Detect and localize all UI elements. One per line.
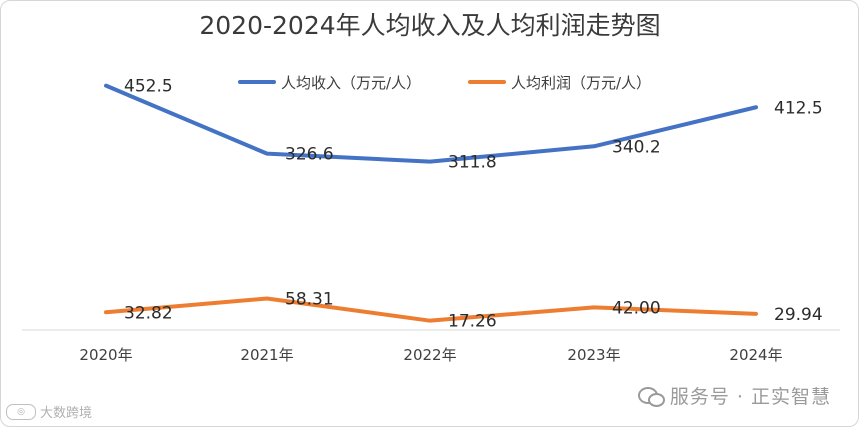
series-line-1 <box>104 296 758 323</box>
data-label: 42.00 <box>612 298 661 318</box>
chart-title: 2020-2024年人均收入及人均利润走势图 <box>199 11 660 40</box>
data-label: 412.5 <box>774 98 823 118</box>
series-line-0 <box>104 83 758 164</box>
legend-label-profit: 人均利润（万元/人） <box>511 74 651 92</box>
series-lines <box>104 83 758 323</box>
watermark-left-text: 大数跨境 <box>40 406 93 421</box>
data-label: 311.8 <box>448 153 497 173</box>
legend-label-income: 人均收入（万元/人） <box>281 74 421 92</box>
data-label: 452.5 <box>124 77 173 97</box>
wechat-icon <box>637 385 665 407</box>
legend: 人均收入（万元/人） 人均利润（万元/人） <box>238 74 651 92</box>
data-label: 32.82 <box>124 303 173 323</box>
x-tick-label: 2020年 <box>79 346 132 364</box>
x-tick-label: 2023年 <box>567 346 620 364</box>
x-tick-label: 2022年 <box>403 346 456 364</box>
data-labels: 452.5 326.6 311.8 340.2 412.5 32.82 58.31 17.26… <box>124 77 823 332</box>
data-label: 340.2 <box>612 137 661 157</box>
data-label: 326.6 <box>285 145 334 165</box>
logo-icon: ◎ <box>6 403 36 420</box>
x-tick-label: 2021年 <box>240 346 293 364</box>
x-axis-ticks: 2020年 2021年 2022年 2023年 2024年 <box>79 346 782 364</box>
watermark-right: 服务号 · 正实智慧 <box>637 382 831 409</box>
data-label: 17.26 <box>448 312 497 332</box>
watermark-right-text: 服务号 · 正实智慧 <box>669 386 831 408</box>
watermark-left: ◎ 大数跨境 <box>6 402 92 421</box>
data-label: 58.31 <box>285 290 334 310</box>
data-label: 29.94 <box>774 305 823 325</box>
x-tick-label: 2024年 <box>729 346 782 364</box>
